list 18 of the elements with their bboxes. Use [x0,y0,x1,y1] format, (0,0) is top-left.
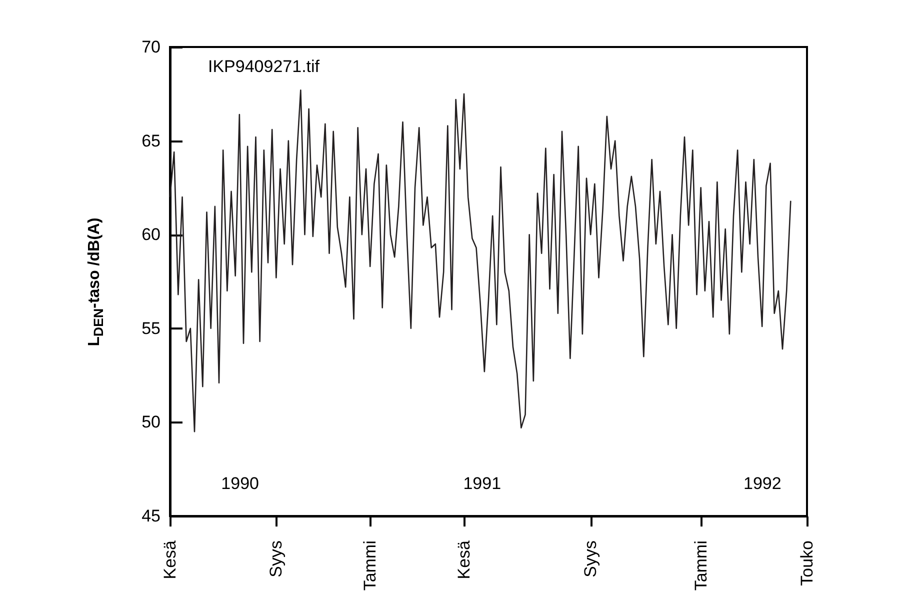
annotation: 1992 [743,474,782,493]
x-tick-label: Tammi [360,540,380,591]
x-tick-label: Syys [266,540,286,578]
annotation: 1990 [221,474,259,493]
annotation: IKP9409271.tif [208,57,320,76]
y-tick-label: 55 [142,318,160,338]
y-tick-label: 50 [142,412,160,432]
y-tick-label: 65 [142,131,160,150]
x-tick-label: Kesä [160,540,180,580]
y-tick-label: 60 [142,225,160,244]
annotation: 1991 [463,474,502,493]
x-tick-label: Touko [798,540,816,586]
line-series [169,90,792,432]
y-tick-label: 70 [142,38,160,56]
x-tick-label: Syys [581,540,600,578]
x-tick-label: Tammi [691,540,710,591]
x-tick-label: Kesä [454,540,474,580]
y-tick-label: 45 [142,506,160,526]
